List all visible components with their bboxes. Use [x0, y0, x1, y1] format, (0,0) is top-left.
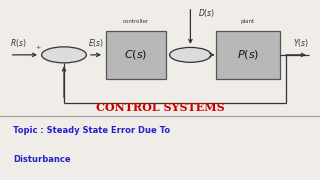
Text: $D(s)$: $D(s)$ — [198, 7, 216, 19]
Text: $R(s)$: $R(s)$ — [10, 37, 26, 50]
Text: controller: controller — [123, 19, 149, 24]
Circle shape — [42, 47, 86, 63]
Text: plant: plant — [241, 19, 255, 24]
Text: Topic : Steady State Error Due To: Topic : Steady State Error Due To — [13, 126, 170, 135]
Text: −: − — [58, 58, 63, 63]
Text: $C(s)$: $C(s)$ — [124, 48, 148, 61]
Text: +: + — [188, 48, 193, 53]
Circle shape — [170, 48, 211, 62]
Text: +: + — [58, 48, 63, 53]
Text: $Y(s)$: $Y(s)$ — [293, 37, 309, 50]
FancyBboxPatch shape — [106, 31, 166, 79]
Text: $P(s)$: $P(s)$ — [237, 48, 259, 61]
Text: +: + — [36, 45, 41, 50]
FancyBboxPatch shape — [216, 31, 280, 79]
Text: CONTROL SYSTEMS: CONTROL SYSTEMS — [96, 102, 224, 113]
Text: $E(s)$: $E(s)$ — [88, 37, 104, 50]
Text: Disturbance: Disturbance — [13, 155, 70, 164]
Text: +: + — [201, 52, 206, 57]
